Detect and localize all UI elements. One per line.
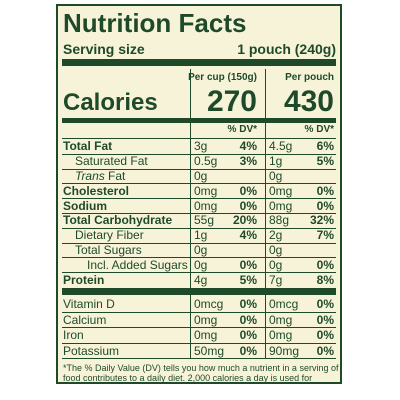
rule: [62, 198, 336, 200]
rule: [62, 59, 336, 66]
amount: 0mg: [269, 312, 293, 327]
rule: [62, 272, 336, 274]
amount: 0mg: [194, 328, 218, 343]
serving-size-value: 1 pouch (240g): [237, 41, 336, 57]
amount: 1g: [194, 228, 208, 243]
nutrient-name: Protein: [63, 272, 105, 287]
daily-value: 0%: [316, 297, 334, 311]
nutrient-name: Vitamin D: [63, 297, 115, 311]
daily-value: 8%: [316, 272, 334, 287]
amount: 50mg: [194, 343, 225, 358]
rule: [62, 118, 336, 123]
nutrient-name: Dietary Fiber: [75, 228, 144, 243]
amount: 88g: [269, 213, 290, 228]
footnote: *The % Daily Value (DV) tells you how mu…: [63, 363, 339, 383]
column-header: Per cup (150g): [188, 72, 257, 83]
daily-value: 0%: [239, 183, 257, 198]
daily-value: 5%: [316, 154, 334, 169]
dv-header: % DV*: [304, 124, 334, 135]
column-divider: [190, 69, 191, 359]
nutrient-name: Iron: [63, 328, 84, 343]
title: Nutrition Facts: [63, 8, 247, 38]
amount: 0.5g: [194, 154, 218, 169]
rule: [62, 358, 336, 360]
rule: [62, 153, 336, 155]
rule: [62, 227, 336, 229]
nutrient-name: Total Sugars: [75, 243, 142, 257]
amount: 0mg: [194, 183, 218, 198]
amount: 0mg: [269, 198, 293, 213]
calories-value: 430: [283, 85, 334, 118]
daily-value: 0%: [239, 328, 257, 343]
daily-value: 32%: [309, 213, 334, 228]
daily-value: 0%: [239, 198, 257, 213]
nutrition-label: Nutrition Facts Serving size 1 pouch (240g…: [56, 4, 342, 384]
daily-value: 0%: [239, 257, 257, 272]
daily-value: 20%: [232, 213, 257, 228]
rule: [62, 342, 336, 344]
amount: 55g: [194, 213, 215, 228]
daily-value: 0%: [316, 183, 334, 198]
daily-value: 0%: [316, 343, 334, 358]
daily-value: 0%: [316, 312, 334, 327]
rule: [62, 183, 336, 185]
daily-value: 4%: [239, 228, 257, 243]
daily-value: 0%: [239, 343, 257, 358]
nutrient-name: Sodium: [63, 198, 107, 213]
amount: 0g: [269, 243, 283, 257]
rule: [62, 138, 336, 139]
dv-header: % DV*: [227, 124, 257, 135]
amount: 2g: [269, 228, 283, 243]
nutrient-name: Saturated Fat: [75, 154, 148, 169]
rule: [62, 311, 336, 313]
nutrient-name: Calcium: [63, 312, 107, 327]
amount: 90mg: [269, 343, 300, 358]
calories-label: Calories: [63, 89, 158, 116]
amount: 3g: [194, 139, 208, 154]
rule: [62, 288, 336, 295]
column-header: Per pouch: [285, 72, 334, 83]
nutrient-name: Total Carbohydrate: [63, 213, 173, 228]
daily-value: 5%: [239, 272, 257, 287]
daily-value: 7%: [316, 228, 334, 243]
amount: 0mg: [269, 328, 293, 343]
nutrient-name: Fat: [108, 169, 126, 183]
amount: 0g: [194, 169, 208, 183]
daily-value: 0%: [239, 312, 257, 327]
amount: 4.5g: [269, 139, 293, 154]
amount: 4g: [194, 272, 208, 287]
rule: [62, 168, 336, 170]
column-divider: [265, 69, 266, 359]
rule: [62, 327, 336, 329]
serving-size-label: Serving size: [63, 41, 145, 57]
amount: 0g: [194, 257, 208, 272]
daily-value: 0%: [316, 328, 334, 343]
daily-value: 0%: [239, 297, 257, 311]
amount: 0mg: [194, 198, 218, 213]
nutrient-name: Potassium: [63, 343, 120, 358]
amount: 1g: [269, 154, 283, 169]
amount: 0mcg: [269, 297, 299, 311]
daily-value: 6%: [316, 139, 334, 154]
daily-value: 0%: [316, 198, 334, 213]
amount: 7g: [269, 272, 283, 287]
amount: 0g: [194, 243, 208, 257]
amount: 0g: [269, 169, 283, 183]
nutrient-name: Incl. Added Sugars: [87, 257, 188, 272]
rule: [62, 257, 336, 259]
daily-value: 3%: [239, 154, 257, 169]
amount: 0mcg: [194, 297, 224, 311]
amount: 0mg: [194, 312, 218, 327]
calories-value: 270: [206, 85, 257, 118]
amount: 0g: [269, 257, 283, 272]
nutrient-name: Trans: [75, 169, 105, 183]
nutrient-name: Cholesterol: [63, 183, 130, 198]
amount: 0mg: [269, 183, 293, 198]
nutrient-name: Total Fat: [63, 139, 113, 154]
rule: [62, 213, 336, 214]
daily-value: 4%: [239, 139, 257, 154]
daily-value: 0%: [316, 257, 334, 272]
rule: [62, 242, 336, 244]
